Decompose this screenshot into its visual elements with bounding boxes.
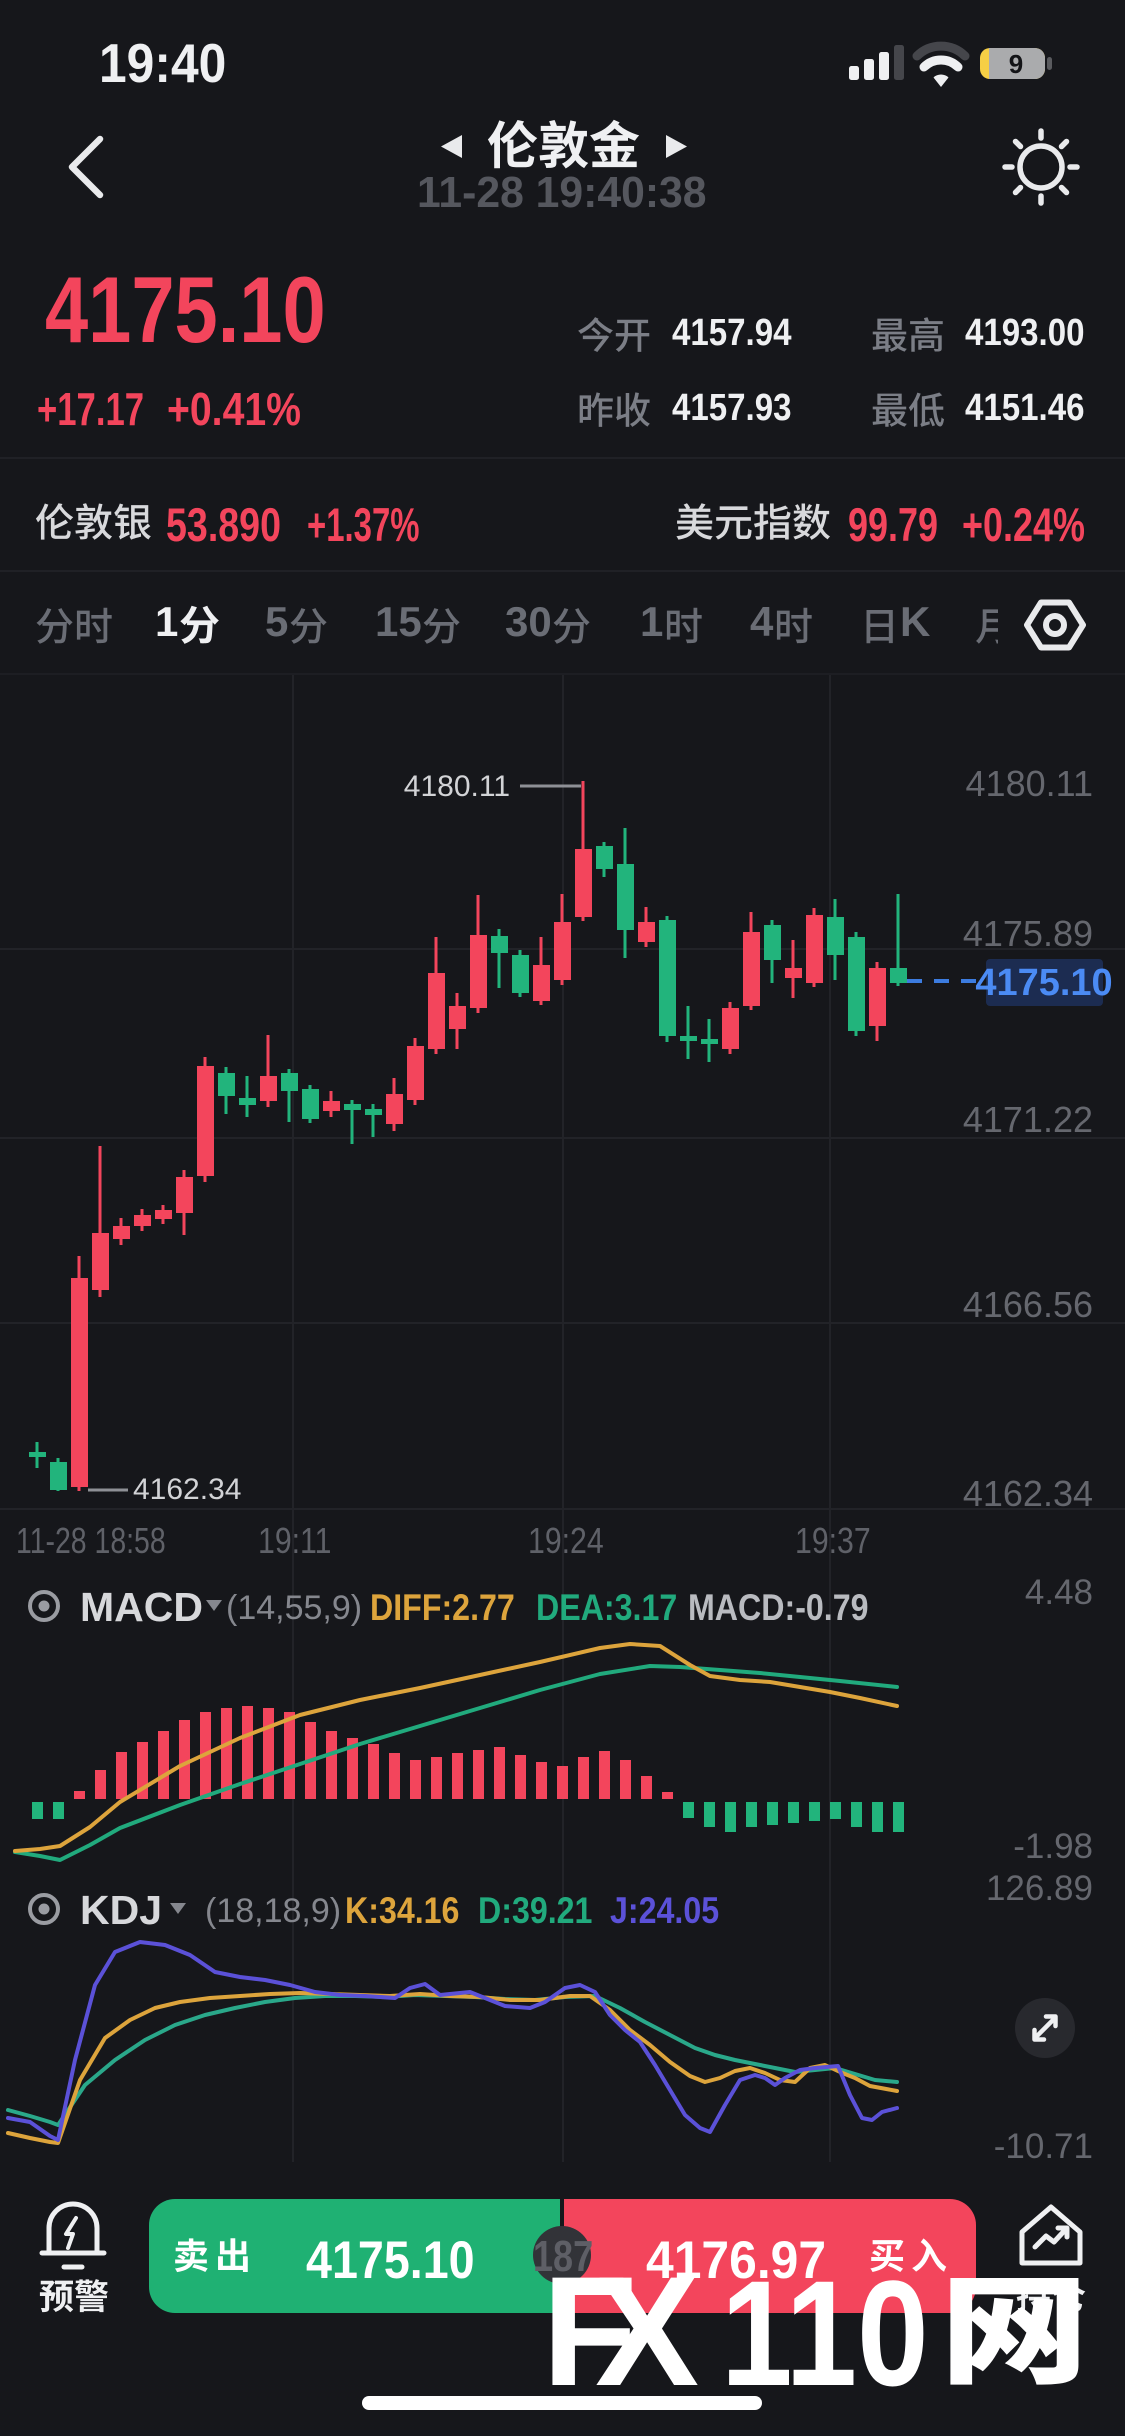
- svg-text:4180.11: 4180.11: [966, 763, 1093, 804]
- svg-text:9: 9: [1009, 49, 1023, 79]
- svg-text:(18,18,9): (18,18,9): [205, 1892, 341, 1930]
- svg-text:F: F: [542, 2245, 637, 2419]
- svg-text:4171.22: 4171.22: [963, 1099, 1093, 1140]
- svg-text:126.89: 126.89: [986, 1869, 1093, 1908]
- svg-text:4.48: 4.48: [1025, 1573, 1093, 1612]
- svg-text:4180.11: 4180.11: [404, 770, 510, 803]
- svg-text:X: X: [595, 2245, 699, 2419]
- svg-text:187: 187: [533, 2232, 593, 2281]
- svg-text:110: 110: [721, 2249, 929, 2418]
- svg-text:19:11: 19:11: [258, 1522, 331, 1562]
- svg-text:4166.56: 4166.56: [963, 1284, 1093, 1325]
- svg-text:DEA:3.17: DEA:3.17: [536, 1588, 677, 1629]
- svg-text:-10.71: -10.71: [994, 2127, 1093, 2166]
- svg-text:J:24.05: J:24.05: [610, 1891, 719, 1932]
- svg-text:MACD: MACD: [80, 1584, 203, 1630]
- svg-text:(14,55,9): (14,55,9): [226, 1589, 362, 1627]
- svg-text:4162.34: 4162.34: [963, 1473, 1093, 1514]
- svg-text:4162.34: 4162.34: [133, 1473, 241, 1506]
- svg-text:KDJ: KDJ: [80, 1887, 162, 1933]
- svg-text:DIFF:2.77: DIFF:2.77: [370, 1588, 515, 1629]
- svg-text:4175.10: 4175.10: [975, 962, 1112, 1004]
- svg-text:11-28 18:58: 11-28 18:58: [16, 1521, 166, 1561]
- svg-text:-1.98: -1.98: [1013, 1827, 1093, 1866]
- svg-text:19:24: 19:24: [528, 1522, 604, 1562]
- svg-text:MACD:-0.79: MACD:-0.79: [688, 1588, 869, 1629]
- svg-text:D:39.21: D:39.21: [478, 1891, 592, 1932]
- svg-text:K:34.16: K:34.16: [345, 1891, 459, 1932]
- svg-text:19:37: 19:37: [795, 1522, 871, 1562]
- svg-text:4175.89: 4175.89: [963, 913, 1093, 954]
